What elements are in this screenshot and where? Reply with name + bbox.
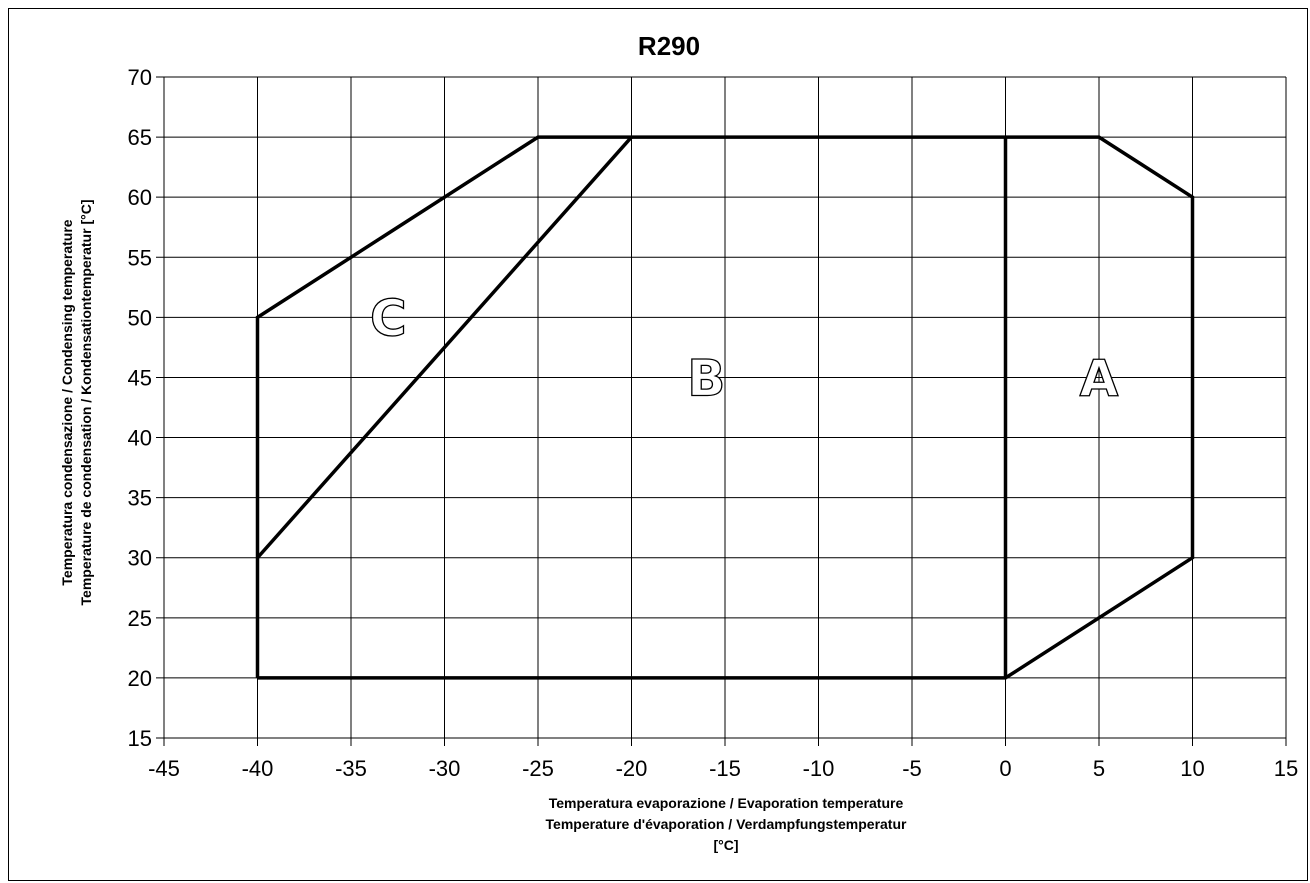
y-tick-label: 55 xyxy=(128,245,152,270)
y-tick-label: 65 xyxy=(128,125,152,150)
y-tick-label: 60 xyxy=(128,185,152,210)
x-tick-label: 5 xyxy=(1093,756,1105,781)
x-axis-title-line: Temperatura evaporazione / Evaporation t… xyxy=(549,795,904,811)
envelope xyxy=(255,135,1195,680)
x-axis-title-line: Temperature d'évaporation / Verdampfungs… xyxy=(546,816,907,832)
x-tick-label: 15 xyxy=(1274,756,1298,781)
y-tick-label: 15 xyxy=(128,726,152,751)
y-axis-title-line: Temperature de condensation / Kondensati… xyxy=(78,200,94,606)
y-tick-label: 30 xyxy=(128,546,152,571)
y-axis-title: Temperatura condensazione / Condensing t… xyxy=(59,200,94,606)
x-tick-label: 0 xyxy=(999,756,1011,781)
grid xyxy=(156,76,1287,746)
y-tick-label: 45 xyxy=(128,365,152,390)
x-tick-label: 10 xyxy=(1180,756,1204,781)
region-label-a: A xyxy=(1080,349,1119,407)
y-tick-label: 50 xyxy=(128,305,152,330)
y-tick-labels: 15 20 25 30 35 40 45 50 55 60 65 70 xyxy=(128,65,152,751)
y-tick-label: 25 xyxy=(128,606,152,631)
x-tick-label: -45 xyxy=(148,756,180,781)
x-tick-label: -35 xyxy=(335,756,367,781)
x-tick-label: -5 xyxy=(902,756,922,781)
x-axis-title: Temperatura evaporazione / Evaporation t… xyxy=(546,795,907,853)
x-axis-title-line: [°C] xyxy=(713,837,738,853)
envelope-divider xyxy=(256,135,633,559)
x-tick-label: -20 xyxy=(616,756,648,781)
chart-frame: R290 A B C -45 -40 -35 -30 -25 -20 -15 -10 -5 0 5 10 1… xyxy=(8,8,1308,881)
x-tick-labels: -45 -40 -35 -30 -25 -20 -15 -10 -5 0 5 10 15 xyxy=(148,756,1298,781)
y-tick-label: 40 xyxy=(128,426,152,451)
chart: R290 A B C -45 -40 -35 -30 -25 -20 -15 -10 -5 0 5 10 1… xyxy=(59,31,1298,853)
x-tick-label: -10 xyxy=(803,756,835,781)
y-axis-title-line: Temperatura condensazione / Condensing t… xyxy=(59,219,75,585)
x-tick-label: -40 xyxy=(242,756,274,781)
chart-title: R290 xyxy=(638,31,700,61)
region-label-c: C xyxy=(370,289,407,347)
y-tick-label: 20 xyxy=(128,666,152,691)
envelope-outline xyxy=(255,135,1195,680)
region-labels: A B C xyxy=(369,289,1119,408)
x-tick-label: -30 xyxy=(429,756,461,781)
region-label-b: B xyxy=(687,349,725,407)
y-tick-label: 70 xyxy=(128,65,152,90)
x-tick-label: -15 xyxy=(709,756,741,781)
x-tick-label: -25 xyxy=(522,756,554,781)
y-tick-label: 35 xyxy=(128,486,152,511)
